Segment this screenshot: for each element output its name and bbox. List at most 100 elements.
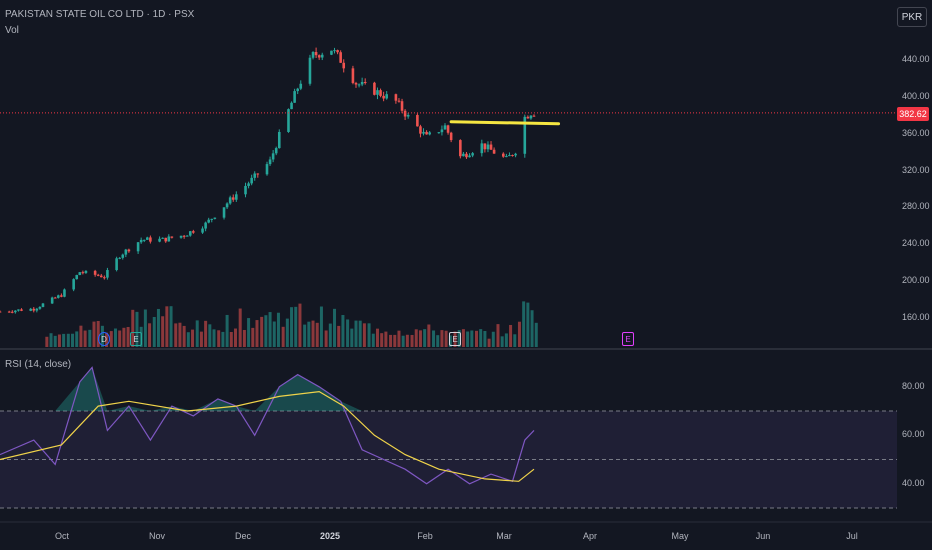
volume-bar [208, 324, 212, 347]
volume-bar [384, 331, 388, 347]
event-dividend-icon[interactable]: D [98, 332, 110, 346]
volume-bar [122, 327, 126, 347]
volume-bar [182, 325, 186, 347]
volume-bar [513, 334, 517, 347]
volume-bar [341, 315, 345, 347]
candle-body [271, 153, 275, 160]
candle-body [32, 308, 36, 311]
candle-body [182, 235, 186, 237]
volume-bar [389, 334, 393, 347]
volume-bar [337, 325, 341, 347]
event-earnings-icon[interactable]: E [449, 332, 461, 346]
time-tick-label: May [671, 531, 689, 541]
candle-body [7, 311, 11, 313]
candle-body [339, 52, 342, 63]
candle-body [532, 115, 536, 117]
candle-body [514, 153, 517, 156]
price-tick-label: 200.00 [902, 275, 930, 286]
candle-body [351, 68, 355, 83]
volume-bar [165, 306, 169, 347]
candle-body [213, 217, 217, 219]
candle-body [115, 258, 118, 271]
candle-body [121, 254, 125, 258]
volume-bar [418, 330, 422, 347]
candle-body [505, 156, 508, 158]
volume-bar [328, 323, 332, 347]
candle-body [149, 237, 152, 242]
candle-body [41, 303, 45, 307]
volume-bar [410, 334, 414, 347]
rsi-pane [0, 366, 897, 509]
candle-body [529, 115, 533, 119]
candle-body [265, 164, 269, 175]
candle-body [268, 159, 272, 165]
candle-body [483, 143, 487, 150]
candle-body [210, 218, 214, 220]
rsi-line [0, 366, 535, 485]
candle-body [17, 309, 20, 311]
price-tick-label: 440.00 [902, 54, 930, 64]
volume-bar [367, 323, 371, 347]
rsi-label: RSI (14, close) [5, 359, 72, 370]
candle-body [480, 143, 484, 154]
event-earnings-upcoming-icon[interactable]: E [622, 332, 634, 346]
volume-bar [268, 312, 272, 347]
candle-body [96, 274, 100, 276]
volume-bar [440, 330, 444, 347]
candle-body [290, 102, 293, 110]
candle-body [253, 173, 257, 178]
time-tick-label: Feb [417, 531, 433, 541]
candle-body [449, 132, 453, 141]
volume-bar [294, 306, 298, 347]
volume-bar [276, 312, 280, 347]
volume-bar [432, 330, 436, 347]
volume-bar [487, 338, 491, 347]
volume-bar [500, 336, 504, 347]
currency-button[interactable]: PKR [897, 7, 927, 27]
time-tick-label: Jun [755, 531, 771, 541]
candle-body [336, 50, 339, 53]
volume-bar [315, 322, 319, 347]
candle-body [342, 62, 346, 69]
time-tick-label: Nov [148, 531, 165, 541]
candle-body [317, 55, 321, 58]
last-price-tag: 382.62 [897, 107, 929, 121]
candle-body [185, 235, 189, 237]
candle-body [164, 237, 168, 242]
volume-bar [427, 324, 431, 347]
volume-bar [290, 307, 294, 347]
candle-body [53, 297, 57, 299]
volume-bar [414, 329, 418, 347]
volume-bar [423, 329, 427, 347]
volume-bar [161, 316, 165, 347]
candle-body [192, 231, 195, 233]
volume-bar [371, 333, 375, 347]
candle-body [379, 90, 382, 96]
candle-body [118, 257, 121, 259]
candle-body [357, 84, 361, 86]
rsi-ma-line [0, 390, 535, 482]
candle-body [526, 116, 530, 119]
candle-body [354, 82, 358, 85]
event-earnings-icon[interactable]: E [130, 332, 142, 346]
candle-body [314, 52, 318, 56]
time-tick-label: Jul [846, 531, 858, 541]
price-tick-label: 280.00 [902, 201, 930, 212]
volume-bar [242, 329, 246, 347]
volume-bar [83, 330, 87, 347]
candle-body [363, 81, 367, 83]
volume-bar [401, 335, 405, 347]
volume-bar [178, 322, 182, 347]
candle-body [225, 203, 229, 208]
volume-bar [195, 320, 199, 347]
candle-body [57, 295, 60, 298]
volume-bar [457, 330, 461, 347]
volume-bar [217, 330, 221, 347]
volume-bar [79, 325, 83, 347]
volume-bar [375, 328, 379, 347]
volume-bar [470, 330, 474, 347]
candle-body [373, 82, 376, 95]
volume-bar [362, 323, 366, 347]
volume-bar [255, 320, 259, 347]
